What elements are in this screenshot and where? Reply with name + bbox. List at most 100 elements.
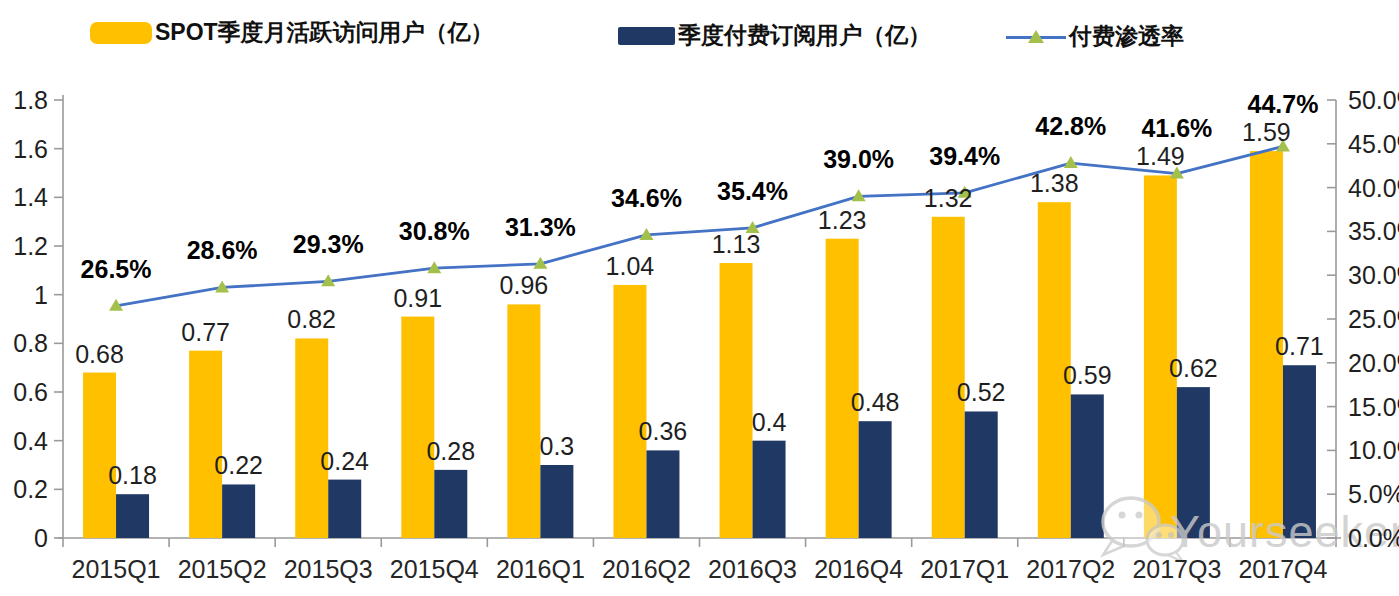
left-axis-tick-label: 0.4 [13,427,48,455]
x-axis-category-label: 2016Q1 [496,555,585,583]
right-axis-tick-label: 10.0% [1348,436,1399,464]
legend-triangle-marker-icon [1028,30,1044,43]
bubble-eye [1156,532,1162,538]
bar-subscribers [1071,394,1104,538]
x-axis-category-label: 2016Q3 [708,555,797,583]
legend-item-mau: SPOT季度月活跃访问用户（亿） [90,17,494,48]
left-axis-tick-label: 0.8 [13,329,48,357]
mau-bar-value-label: 1.04 [606,252,655,280]
bar-subscribers [116,494,149,538]
right-axis-tick-label: 25.0% [1348,305,1399,333]
penetration-percent-label: 26.5% [81,255,152,283]
x-axis-category-label: 2017Q4 [1238,555,1327,583]
left-axis-tick-label: 1.4 [13,183,48,211]
bar-mau [720,263,753,538]
mau-bar-value-label: 1.49 [1136,142,1185,170]
mau-bar-value-label: 0.77 [181,318,230,346]
subscribers-bar-value-label: 0.24 [320,447,369,475]
legend-item-penetration: 付费渗透率 [1006,21,1184,52]
subscribers-bar-value-label: 0.22 [214,451,263,479]
subscribers-bar-value-label: 0.52 [957,378,1006,406]
subscribers-bar-value-label: 0.18 [108,461,157,489]
penetration-percent-label: 44.7% [1248,90,1319,118]
mau-bar-value-label: 1.23 [818,206,867,234]
triangle-marker-icon [1064,156,1078,168]
x-axis-category-label: 2015Q2 [178,555,267,583]
right-axis-tick-label: 20.0% [1348,349,1399,377]
bar-subscribers [540,465,573,538]
bar-mau [613,285,646,538]
penetration-percent-label: 42.8% [1035,112,1106,140]
line-series [109,139,1290,310]
left-axis-tick-label: 0 [34,524,48,552]
mau-bar-value-label: 0.68 [75,340,124,368]
penetration-percent-label: 41.6% [1141,114,1212,142]
bar-mau [401,317,434,538]
right-axis-tick-label: 0.0% [1348,524,1399,552]
x-axis-category-label: 2016Q4 [814,555,903,583]
penetration-percent-label: 31.3% [505,213,576,241]
bar-mau [83,373,116,538]
subscribers-bar-value-label: 0.71 [1275,332,1324,360]
legend-label-mau: SPOT季度月活跃访问用户（亿） [155,17,494,48]
penetration-percent-label: 34.6% [611,184,682,212]
x-axis-category-label: 2015Q3 [284,555,373,583]
bubble-eye [1119,512,1126,519]
x-axis-category-label: 2015Q1 [72,555,161,583]
bar-subscribers [328,480,361,538]
right-axis-tick-label: 15.0% [1348,393,1399,421]
mau-bar-value-label: 1.13 [712,230,761,258]
mau-bar-value-label: 0.91 [393,284,442,312]
x-axis-category-label: 2015Q4 [390,555,479,583]
right-axis-tick-label: 50.0% [1348,86,1399,114]
bar-mau [507,304,540,538]
bar-subscribers [222,484,255,538]
penetration-percent-label: 29.3% [293,230,364,258]
bar-subscribers [859,421,892,538]
penetration-percent-label: 39.4% [929,142,1000,170]
left-axis-tick-label: 1.6 [13,135,48,163]
penetration-percent-label: 39.0% [823,145,894,173]
subscribers-bar-value-label: 0.3 [539,432,574,460]
bar-mau [295,338,328,538]
bar-mau [932,217,965,538]
penetration-percent-label: 35.4% [717,177,788,205]
mau-bar-value-label: 0.96 [500,271,549,299]
bar-series [83,151,1316,538]
mau-bar-value-label: 1.38 [1030,169,1079,197]
legend-swatch-mau [90,22,152,44]
penetration-line [116,146,1283,305]
left-axis-tick-label: 1.2 [13,232,48,260]
left-axis-tick-label: 1 [34,281,48,309]
right-axis-tick-label: 5.0% [1348,480,1399,508]
right-axis-tick-label: 45.0% [1348,130,1399,158]
legend-swatch-subscribers [618,27,675,45]
legend-item-subscribers: 季度付费订阅用户（亿） [618,20,931,51]
mau-bar-value-label: 0.82 [287,305,336,333]
left-axis-tick-label: 0.2 [13,475,48,503]
right-axis-tick-label: 30.0% [1348,261,1399,289]
subscribers-bar-value-label: 0.59 [1063,361,1112,389]
bar-subscribers [646,450,679,538]
x-axis-category-label: 2017Q3 [1132,555,1221,583]
subscribers-bar-value-label: 0.28 [426,437,475,465]
chart-page: SPOT季度月活跃访问用户（亿） 季度付费订阅用户（亿） 付费渗透率 Yours… [0,0,1399,596]
bar-subscribers [753,441,786,538]
legend-label-penetration: 付费渗透率 [1069,21,1184,52]
legend-label-subscribers: 季度付费订阅用户（亿） [678,20,931,51]
x-axis-category-label: 2016Q2 [602,555,691,583]
subscribers-bar-value-label: 0.4 [752,408,787,436]
subscribers-bar-value-label: 0.48 [851,388,900,416]
right-axis-tick-label: 40.0% [1348,174,1399,202]
penetration-percent-label: 28.6% [187,236,258,264]
left-axis-tick-label: 0.6 [13,378,48,406]
subscribers-bar-value-label: 0.36 [639,417,688,445]
right-axis-tick-label: 35.0% [1348,217,1399,245]
combo-chart: Yourseeker 1.81.61.41.210.80.60.40.2050.… [0,0,1399,596]
subscribers-bar-value-label: 0.62 [1169,354,1218,382]
mau-bar-value-label: 1.59 [1242,118,1291,146]
x-axis-category-label: 2017Q2 [1026,555,1115,583]
bubble-eye [1136,512,1143,519]
bar-subscribers [965,411,998,538]
left-axis-tick-label: 1.8 [13,86,48,114]
